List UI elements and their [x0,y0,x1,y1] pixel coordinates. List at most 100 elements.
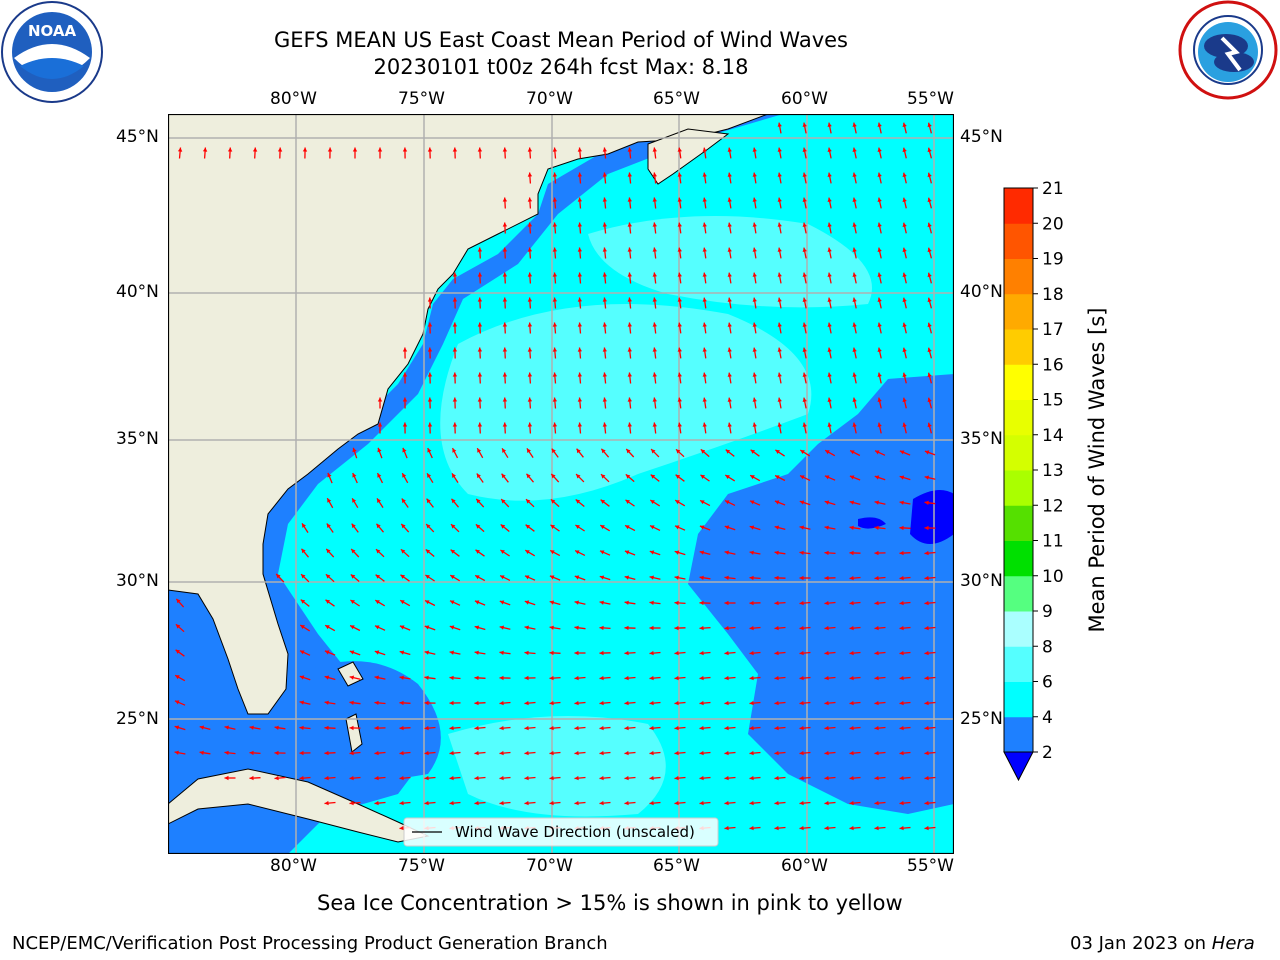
wave-direction-arrowhead [849,825,854,831]
wave-direction-arrowhead [774,575,779,581]
wave-direction-arrowhead [599,725,604,731]
wave-direction-arrowhead [602,247,607,252]
lon-label-bottom-80w: 80°W [270,856,317,876]
wave-direction-arrowhead [552,297,558,302]
colorbar-band [1004,223,1033,259]
wave-direction-arrowhead [827,372,832,377]
wave-direction-arrowhead [800,475,805,480]
wave-direction-arrowhead [475,575,480,580]
wave-direction-arrowhead [502,397,508,402]
wave-direction-arrowhead [499,700,504,706]
wave-direction-arrowhead [927,222,932,228]
wave-direction-arrowhead [624,550,630,555]
wave-direction-arrowhead [652,322,657,327]
wave-direction-arrowhead [452,448,457,453]
wave-direction-arrowhead [452,372,458,377]
wave-direction-arrowhead [849,800,854,806]
wave-direction-arrowhead [824,625,829,631]
wave-direction-arrowhead [474,600,480,605]
wave-direction-arrowhead [699,725,704,731]
wave-direction-arrowhead [475,524,481,529]
wave-direction-arrowhead [575,525,580,529]
wave-direction-arrowhead [874,725,879,731]
wave-direction-arrowhead [424,800,429,806]
wave-direction-arrowhead [377,147,383,152]
wave-direction-arrowhead [924,825,929,831]
wave-direction-arrowhead [349,675,355,680]
wave-direction-arrowhead [702,422,707,427]
wave-direction-arrowhead [500,524,506,529]
wave-direction-arrowhead [602,422,607,427]
colorbar-ticks: 2 4 6 8 9 10 11 12 13 14 15 16 17 18 19 20 21 [1033,180,1064,763]
wave-direction-arrowhead [849,525,854,530]
wave-direction-arrowhead [651,449,656,454]
wave-direction-arrowhead [852,247,857,252]
wave-direction-arrowhead [427,422,433,427]
wave-direction-arrowhead [374,725,379,731]
wave-direction-arrowhead [877,297,882,302]
wave-direction-arrowhead [802,172,807,177]
lon-label-bottom-65w: 65°W [653,856,700,876]
wave-direction-arrowhead [852,422,857,427]
wave-direction-arrowhead [451,524,456,529]
wave-direction-arrowhead [702,222,707,227]
colorbar-tick-label: 6 [1042,673,1053,693]
wave-direction-arrowhead [477,247,483,252]
wave-direction-arrowhead [399,650,405,655]
wave-direction-arrowhead [502,347,508,352]
wave-direction-arrowhead [827,422,832,427]
wave-direction-arrowhead [424,700,429,706]
wave-direction-arrowhead [899,750,904,756]
wave-direction-arrowhead [401,498,406,504]
wave-direction-arrowhead [451,498,456,504]
wave-direction-arrowhead [549,700,554,706]
wave-direction-arrowhead [549,650,554,656]
lon-label-top-75w: 75°W [398,89,445,109]
wave-direction-arrowhead [899,575,904,581]
wave-direction-arrowhead [624,575,630,580]
wave-direction-arrowhead [552,247,558,252]
wave-direction-arrowhead [650,500,655,505]
wave-direction-arrowhead [577,372,582,377]
wave-direction-arrowhead [702,372,707,377]
wave-direction-arrowhead [877,272,882,277]
wave-direction-arrowhead [902,247,907,253]
wave-direction-arrowhead [452,297,458,302]
wave-direction-arrowhead [326,523,331,528]
wave-direction-arrowhead [449,650,454,655]
wave-direction-arrowhead [374,800,379,806]
wave-direction-arrowhead [849,550,854,556]
date-value: 03 Jan 2023 on [1070,933,1212,954]
wave-direction-arrowhead [774,625,779,631]
wave-direction-arrowhead [626,449,631,454]
wave-direction-arrowhead [800,450,805,455]
wave-direction-arrowhead [427,147,433,152]
wave-direction-arrowhead [677,347,682,352]
wave-direction-arrowhead [702,297,707,302]
wave-direction-arrowhead [224,725,229,730]
wave-direction-arrowhead [602,297,607,302]
sea-under-2-blob-2 [858,517,886,529]
wave-direction-arrowhead [577,347,582,352]
wave-direction-arrowhead [577,172,582,177]
wave-direction-arrowhead [899,650,904,656]
wave-direction-arrowhead [777,322,782,327]
wave-direction-arrowhead [477,347,483,352]
wave-direction-arrowhead [549,575,555,580]
wave-direction-arrowhead [400,574,405,579]
wave-direction-arrowhead [774,650,779,656]
sea-6-8-region-3 [448,716,666,817]
wave-direction-arrowhead [899,675,904,681]
wave-direction-arrowhead [777,222,782,227]
wave-direction-arrowhead [827,172,832,177]
wave-direction-arrowhead [774,550,779,555]
wave-direction-arrowhead [627,147,632,152]
wave-direction-arrowhead [827,322,832,327]
wave-direction-arrowhead [827,397,832,402]
wave-direction-arrowhead [849,750,854,756]
colorbar-tick-label: 11 [1042,532,1064,552]
wave-direction-arrowhead [477,448,482,453]
colorbar-band [1004,470,1033,506]
wave-direction-arrowhead [624,775,629,781]
wave-direction-arrowhead [774,525,780,530]
